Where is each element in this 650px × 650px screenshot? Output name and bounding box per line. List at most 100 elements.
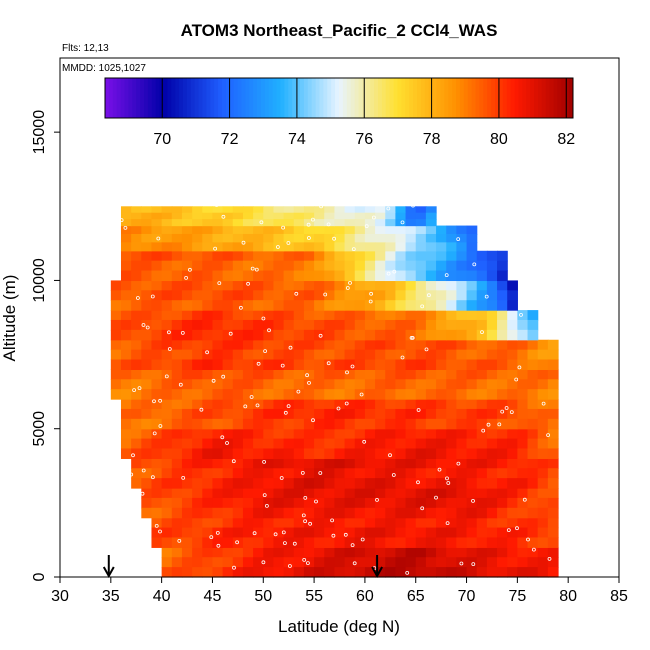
heatmap-cell [303, 507, 315, 519]
heatmap-cell [192, 438, 203, 450]
heatmap-cell [263, 557, 275, 568]
heatmap-cell [253, 219, 264, 227]
heatmap-cell [293, 300, 305, 311]
heatmap-cell [497, 408, 508, 420]
heatmap-cell [263, 497, 275, 509]
heatmap-cell [273, 233, 285, 243]
heatmap-cell [547, 389, 559, 400]
heatmap-cell [476, 527, 488, 539]
heatmap-cell [476, 448, 488, 459]
heatmap-cell [456, 537, 468, 548]
heatmap-cell [161, 300, 173, 311]
heatmap-cell [293, 507, 305, 519]
sample-point [500, 409, 505, 414]
heatmap-cell [232, 319, 244, 331]
heatmap-cell [293, 369, 305, 380]
heatmap-cell [192, 319, 203, 331]
sample-point [262, 459, 267, 464]
heatmap-cell [314, 389, 325, 400]
colorbar-swatch [553, 78, 558, 118]
heatmap-cell [263, 399, 275, 410]
sample-point [514, 377, 519, 382]
heatmap-cell [283, 448, 295, 459]
heatmap-cell [303, 339, 315, 351]
heatmap-cell [425, 270, 437, 282]
heatmap-cell [314, 418, 325, 430]
heatmap-cell [375, 359, 386, 370]
heatmap-cell [425, 408, 437, 420]
colorbar-swatch [175, 78, 180, 118]
heatmap-cell [375, 488, 386, 499]
heatmap-cell [436, 233, 447, 243]
heatmap-cell [415, 557, 427, 568]
heatmap-cell [253, 212, 264, 220]
heatmap-cell [354, 438, 366, 450]
colorbar-swatch [510, 78, 515, 118]
heatmap-cell [222, 369, 234, 380]
heatmap-cell [131, 448, 142, 459]
heatmap-cell [181, 280, 193, 291]
sample-point [314, 499, 318, 504]
heatmap-cell [202, 438, 214, 450]
sample-point [547, 557, 552, 561]
heatmap-cell [375, 339, 386, 351]
colorbar-swatch [229, 78, 235, 118]
heatmap-cell [171, 300, 183, 311]
sample-points [119, 201, 552, 575]
colorbar-swatch [105, 78, 110, 118]
heatmap-cell [253, 448, 264, 459]
heatmap-cell [446, 225, 457, 235]
sample-point [456, 461, 461, 466]
heatmap-cell [151, 260, 163, 272]
heatmap-cell [415, 418, 427, 430]
heatmap-cell [283, 300, 295, 311]
heatmap-cell [415, 458, 427, 469]
sample-point [504, 406, 509, 410]
heatmap-cell [446, 507, 457, 519]
heatmap-cell [517, 359, 529, 370]
heatmap-cell [202, 242, 214, 252]
heatmap-cell [131, 280, 142, 291]
heatmap-cell [222, 349, 234, 361]
heatmap-cell [507, 557, 518, 568]
sample-point [420, 506, 425, 511]
heatmap-cell [181, 379, 193, 390]
heatmap-cell [517, 319, 529, 331]
sample-point [275, 245, 280, 249]
heatmap-cell [456, 567, 468, 578]
heatmap-cell [395, 349, 407, 361]
heatmap-cell [395, 233, 407, 243]
heatmap-cell [375, 233, 386, 243]
heatmap-cell [456, 488, 468, 499]
colorbar-swatch [350, 78, 356, 118]
heatmap-cell [517, 379, 529, 390]
heatmap-cell [293, 250, 305, 262]
heatmap-cell [314, 478, 325, 489]
heatmap-cell [192, 250, 203, 262]
sample-point [302, 558, 307, 562]
heatmap-cell [131, 250, 142, 262]
heatmap-cell [385, 349, 396, 361]
sample-point [262, 493, 267, 498]
heatmap-cell [446, 527, 457, 539]
heatmap-cell [131, 478, 142, 489]
sample-point [288, 345, 293, 350]
heatmap-cell [192, 478, 203, 489]
heatmap-cell [202, 369, 214, 380]
heatmap-cell [354, 219, 366, 227]
heatmap-cell [242, 379, 254, 390]
heatmap-cell [232, 329, 244, 341]
heatmap-cell [151, 428, 163, 440]
heatmap-cell [181, 547, 193, 558]
heatmap-cell [415, 369, 427, 380]
sample-point [368, 299, 373, 304]
heatmap-cell [273, 399, 285, 410]
heatmap-cell [161, 260, 173, 272]
heatmap-cell [232, 290, 244, 301]
heatmap-cell [151, 329, 163, 341]
heatmap-cell [507, 280, 518, 291]
heatmap-cell [324, 349, 336, 361]
sample-point [249, 395, 254, 399]
heatmap-cell [171, 219, 183, 227]
sample-point [480, 330, 484, 335]
